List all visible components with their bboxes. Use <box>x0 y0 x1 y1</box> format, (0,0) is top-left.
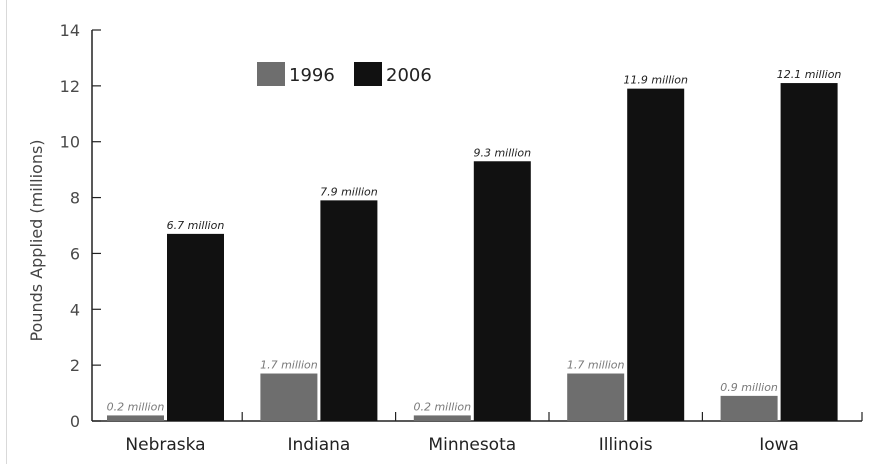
bar-1996-nebraska <box>107 415 164 421</box>
y-tick-label: 4 <box>70 300 80 319</box>
bar-1996-minnesota <box>413 415 471 421</box>
data-label: 1.7 million <box>567 359 625 372</box>
data-label: 6.7 million <box>167 219 225 232</box>
data-label: 12.1 million <box>777 68 842 81</box>
y-axis-title: Pounds Applied (millions) <box>27 139 46 341</box>
bar-1996-iowa <box>720 395 778 421</box>
legend-swatch-2006 <box>354 62 382 86</box>
bar-2006-iowa <box>780 83 838 422</box>
bar-2006-indiana <box>320 200 378 421</box>
data-label: 1.7 million <box>260 359 318 372</box>
bar-2006-illinois <box>627 88 685 422</box>
x-category-label: Iowa <box>759 435 799 455</box>
bar-2006-minnesota <box>473 161 531 421</box>
y-tick-label: 2 <box>70 356 80 375</box>
x-category-label: Illinois <box>599 435 653 455</box>
data-label: 0.2 million <box>413 400 471 413</box>
y-tick-label: 0 <box>70 412 80 431</box>
bar-1996-illinois <box>567 373 625 421</box>
data-label: 0.2 million <box>107 400 165 413</box>
y-tick-label: 12 <box>60 77 80 96</box>
y-tick-label: 14 <box>60 21 80 40</box>
data-label: 0.9 million <box>720 381 778 394</box>
y-tick-label: 6 <box>70 244 80 263</box>
legend-label-1996: 1996 <box>289 65 335 86</box>
bar-2006-nebraska <box>167 233 224 421</box>
x-category-label: Minnesota <box>428 435 516 455</box>
data-label: 7.9 million <box>320 185 378 198</box>
left-border-line <box>6 0 7 464</box>
x-category-label: Nebraska <box>125 435 205 455</box>
bar-1996-indiana <box>260 373 318 421</box>
y-tick-label: 10 <box>60 133 80 152</box>
data-label: 9.3 million <box>473 146 531 159</box>
legend-swatch-1996 <box>257 62 285 86</box>
data-label: 11.9 million <box>623 74 688 87</box>
x-category-label: Indiana <box>287 435 350 455</box>
legend-label-2006: 2006 <box>386 65 432 86</box>
y-tick-label: 8 <box>70 189 80 208</box>
